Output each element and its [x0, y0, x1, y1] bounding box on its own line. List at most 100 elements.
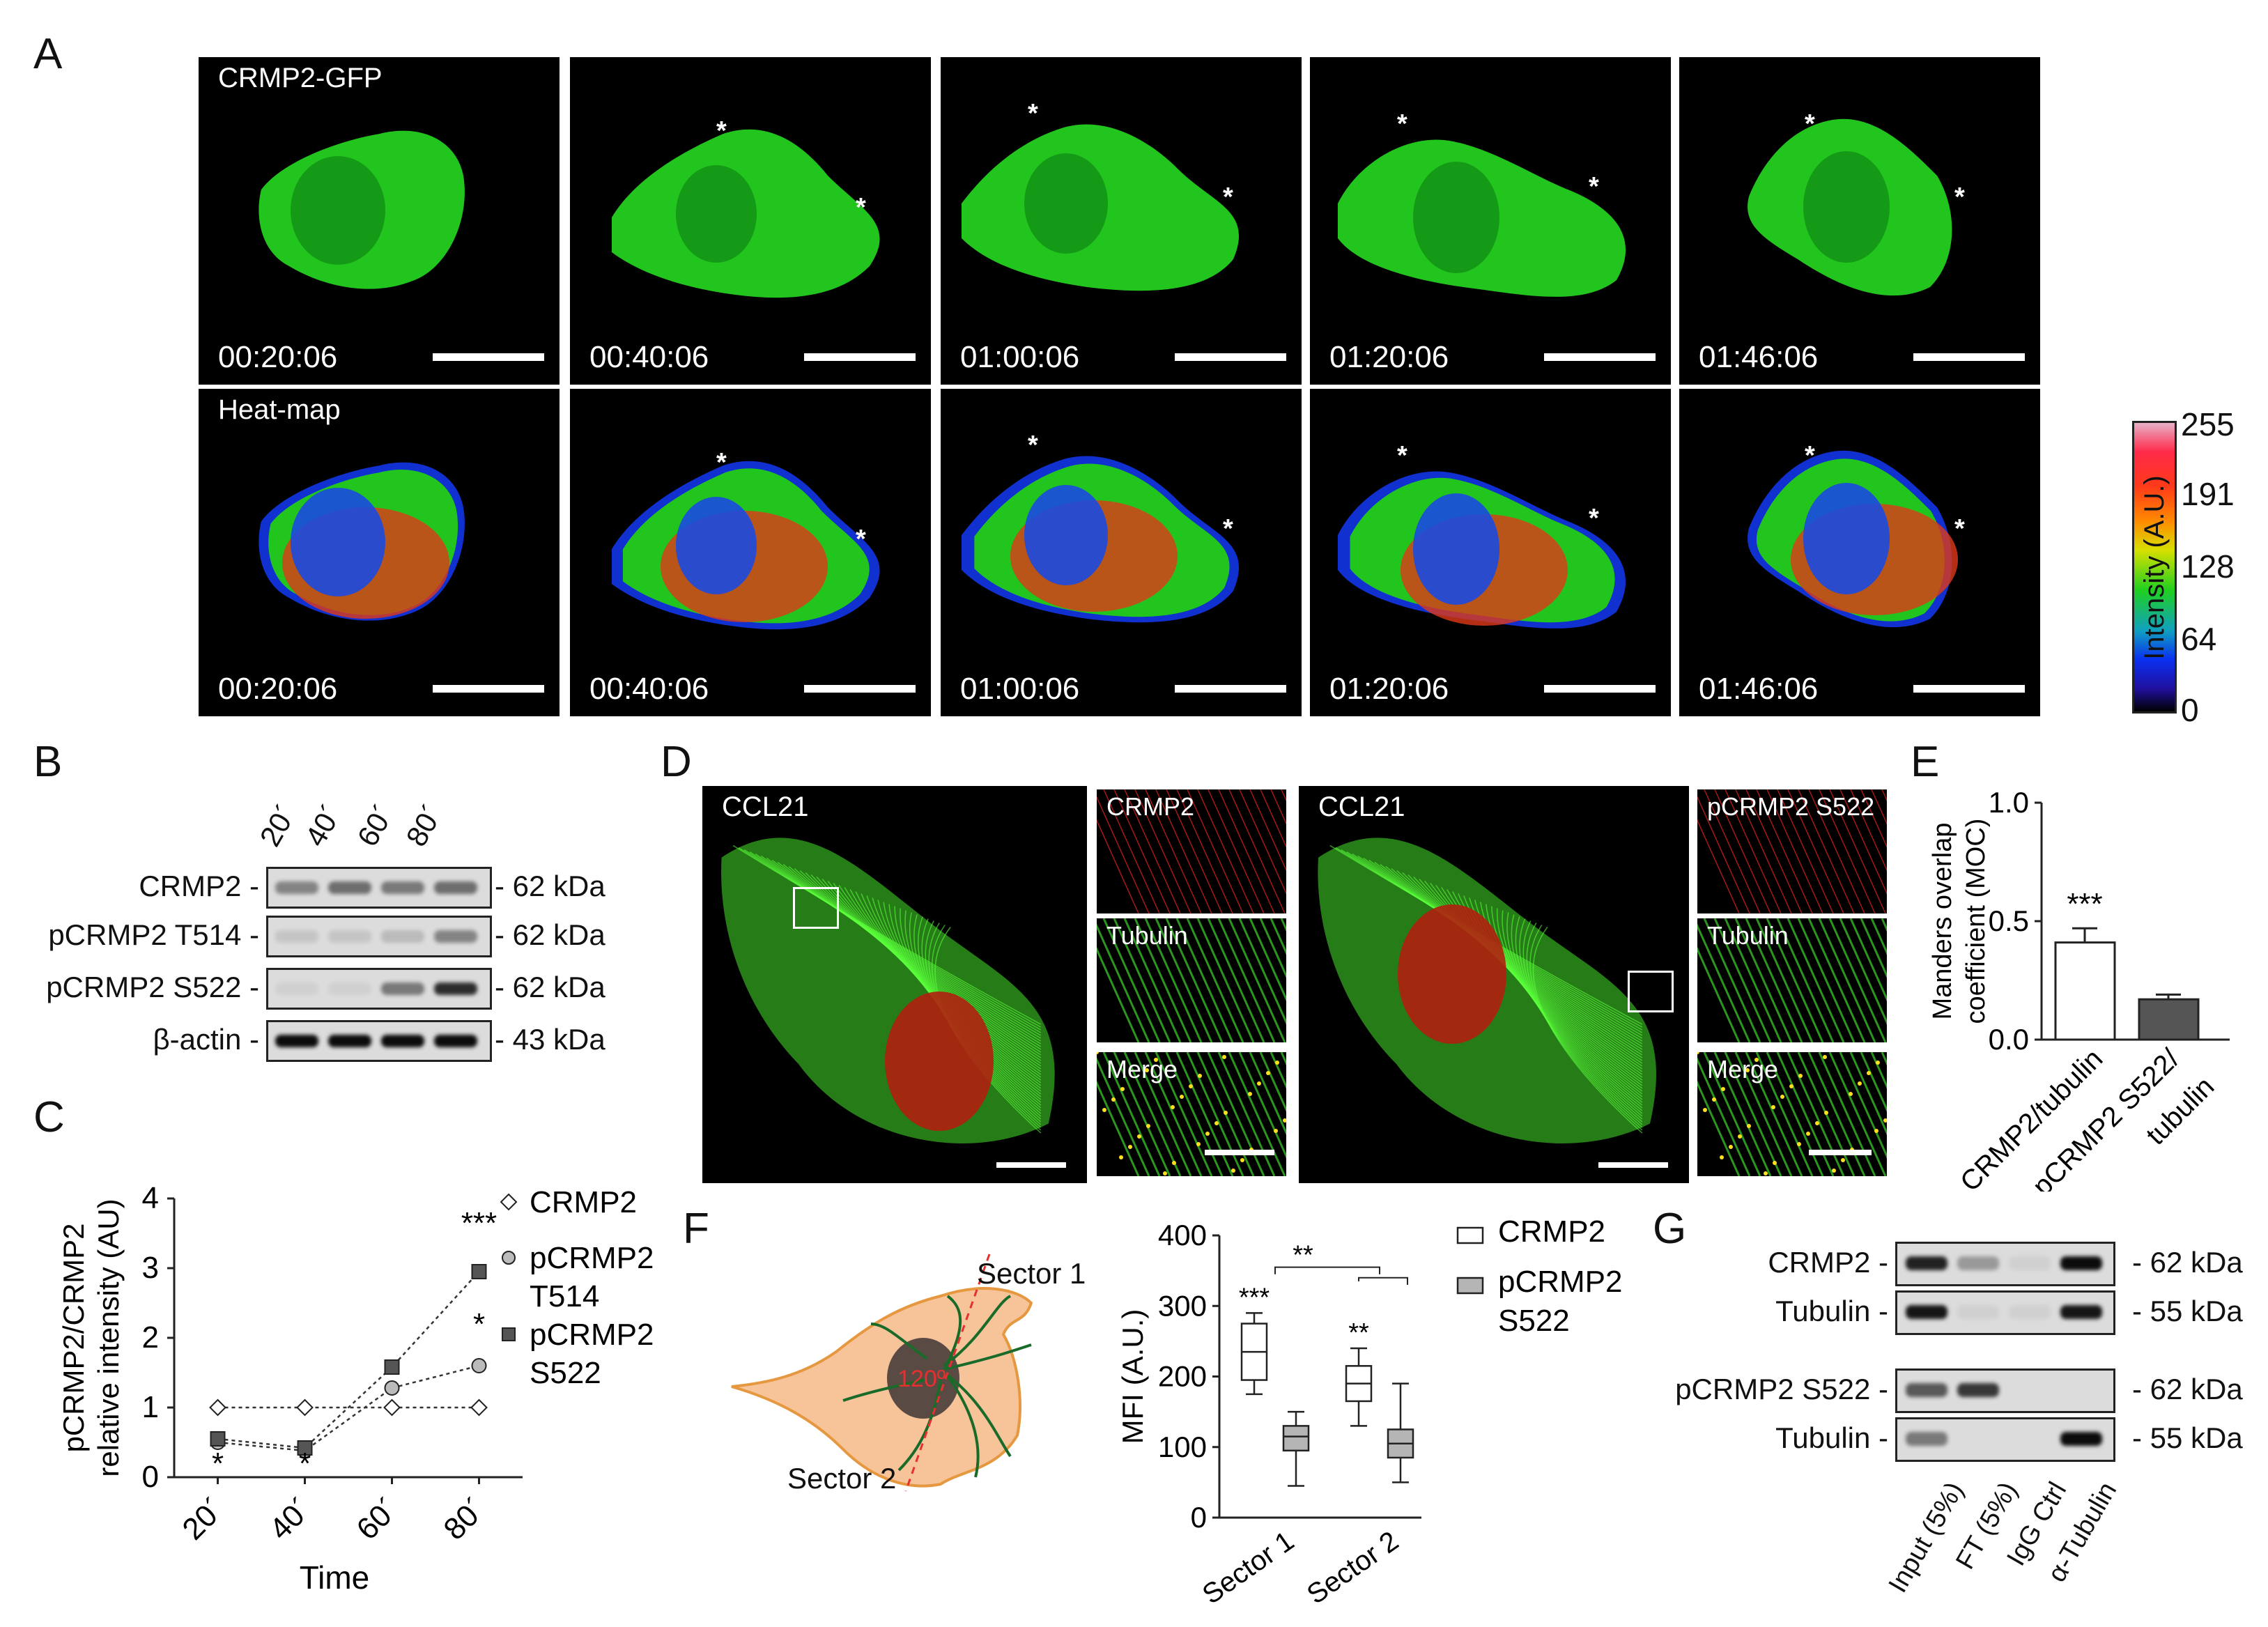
band	[275, 1035, 318, 1047]
blot-row-label: Tubulin -	[1775, 1421, 1888, 1454]
scale-bar	[804, 353, 916, 361]
star-marker: *	[1397, 109, 1407, 139]
legend-label-2: S522	[530, 1356, 601, 1390]
blot-size-label: - 62 kDa	[2132, 1373, 2243, 1405]
cell-image	[1318, 838, 1656, 1143]
star-marker: *	[856, 193, 866, 222]
colorbar-label: Intensity (A.U.)	[2138, 475, 2170, 660]
band	[2009, 1305, 2051, 1319]
x-tick-label: CRMP2/tubulin	[1954, 1043, 2108, 1192]
timestamp: 01:46:06	[1699, 340, 1819, 374]
band	[328, 982, 371, 995]
cell-image	[962, 124, 1240, 291]
blot-strip	[1895, 1368, 2115, 1413]
heatmap-tile: 01:00:06 * *	[941, 389, 1302, 716]
data-point	[297, 1440, 313, 1456]
significance-mark: ***	[2067, 887, 2102, 921]
legend-swatch	[1456, 1226, 1484, 1244]
lane-label: 60´	[350, 799, 401, 852]
band	[2060, 1256, 2102, 1270]
band	[2009, 1383, 2051, 1397]
band	[275, 930, 318, 943]
inset-texture	[1697, 918, 1887, 1042]
inset-texture	[1097, 918, 1286, 1042]
inset-image: Tubulin	[1097, 918, 1286, 1042]
scale-bar	[433, 353, 544, 361]
gfp-tile: 00:40:06 * *	[570, 57, 931, 385]
legend-label: CRMP2	[1498, 1215, 1605, 1249]
legend-marker	[500, 1193, 518, 1211]
inset-caption: CRMP2	[1106, 792, 1195, 821]
scale-bar	[1175, 353, 1286, 361]
data-point	[470, 1398, 488, 1417]
band	[2009, 1256, 2051, 1270]
blot-strip	[1895, 1290, 2115, 1335]
cell-image	[1748, 118, 1952, 296]
x-tick-label: 60´	[350, 1491, 406, 1547]
significance-mark: *	[473, 1307, 485, 1341]
data-point	[210, 1431, 226, 1447]
band	[1957, 1383, 1999, 1397]
band	[434, 930, 477, 943]
significance-mark: **	[1348, 1318, 1369, 1348]
confocal-image: CCL21	[702, 786, 1087, 1183]
confocal-image: CCL21	[1299, 786, 1689, 1183]
star-marker: *	[716, 448, 727, 477]
timestamp: 01:00:06	[960, 340, 1080, 374]
scale-bar	[1809, 1150, 1872, 1155]
y-tick-label: 4	[142, 1181, 159, 1215]
blot-row-label: β-actin -	[153, 1023, 259, 1056]
y-axis-label-2: relative intensity (AU)	[92, 1198, 125, 1476]
blot-size-label: - 55 kDa	[2132, 1295, 2243, 1327]
band	[1957, 1305, 1999, 1319]
heatmap-tile: Heat-map 00:20:06	[199, 389, 560, 716]
legend-label-2: S522	[1498, 1304, 1570, 1338]
panel-label-b: B	[33, 738, 63, 786]
x-tick-label: 20´	[176, 1491, 231, 1547]
y-tick-label: 0	[1191, 1501, 1207, 1534]
lane-label: 40´	[298, 799, 348, 852]
inset-image: pCRMP2 S522	[1697, 789, 1887, 913]
star-marker: *	[1954, 183, 1965, 212]
blot-strip	[266, 968, 492, 1010]
star-marker: *	[1028, 431, 1038, 460]
panel-label-g: G	[1653, 1205, 1687, 1253]
blot-strip	[266, 867, 492, 909]
scale-bar	[433, 685, 544, 693]
significance-mark: *	[212, 1447, 224, 1481]
band	[1906, 1432, 1947, 1446]
legend-label: pCRMP2	[530, 1318, 654, 1352]
cell-image	[1338, 471, 1626, 629]
gfp-tile: 01:00:06 * *	[941, 57, 1302, 385]
timestamp: 01:00:06	[960, 672, 1080, 706]
y-tick-label: 400	[1158, 1219, 1207, 1251]
colorbar-tick-128: 128	[2181, 548, 2235, 585]
inset-caption: Tubulin	[1106, 921, 1188, 950]
inset-image: CRMP2	[1097, 789, 1286, 913]
x-tick-label: 40´	[263, 1491, 318, 1547]
data-point	[384, 1359, 400, 1375]
y-tick-label: 0.5	[1989, 904, 2029, 937]
y-tick-label: 2	[142, 1320, 159, 1355]
heatmap-tile: 01:46:06 * *	[1679, 389, 2040, 716]
band	[275, 982, 318, 995]
angle-label: 120º	[897, 1366, 946, 1392]
line-chart-c: 0 1 2 3 4 20´ 40´ 60´ 80´ Time pCRMP2/CRMP2 relativ…	[57, 1181, 654, 1596]
timestamp: 01:20:06	[1329, 672, 1449, 706]
inset-caption: Merge	[1106, 1055, 1178, 1084]
data-point	[209, 1398, 226, 1417]
lane-label: 80´	[399, 799, 449, 852]
blot-row-label: pCRMP2 S522 -	[1675, 1373, 1888, 1405]
blot-strip	[1895, 1242, 2115, 1286]
blot-row-label: CRMP2 -	[139, 870, 259, 902]
inset-caption: Merge	[1707, 1055, 1779, 1084]
box	[1282, 1410, 1310, 1487]
cell-image	[721, 838, 1055, 1143]
heatmap-tile: 00:40:06 * *	[570, 389, 931, 716]
x-tick-label: Sector 2	[1302, 1525, 1404, 1610]
inset-image: Tubulin	[1697, 918, 1887, 1042]
y-axis-label-2: coefficient (MOC)	[1961, 819, 1991, 1024]
band	[275, 881, 318, 894]
inset-texture	[1097, 1052, 1286, 1176]
blot-size-label: - 43 kDa	[495, 1023, 605, 1056]
